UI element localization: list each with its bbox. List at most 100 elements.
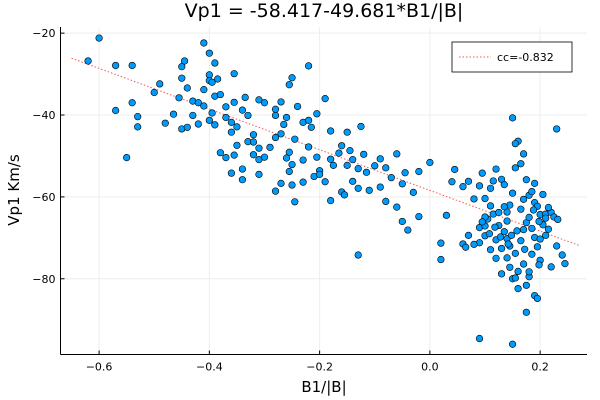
data-point	[340, 191, 349, 199]
data-point	[211, 121, 219, 129]
x-tick-label: −0.2	[306, 361, 333, 374]
data-point	[517, 160, 525, 168]
data-point	[376, 155, 384, 163]
data-point	[277, 130, 285, 138]
data-point	[426, 158, 434, 167]
data-point	[393, 150, 401, 158]
legend-label-fit-line: cc=-0.832	[497, 51, 554, 64]
data-point	[393, 203, 401, 211]
data-point	[277, 98, 285, 106]
data-point	[478, 218, 486, 226]
data-point	[354, 184, 362, 192]
x-tick-label: 0.0	[421, 361, 439, 374]
data-point	[362, 168, 371, 176]
data-point	[161, 119, 169, 127]
data-point	[271, 133, 280, 142]
data-point	[205, 116, 213, 124]
data-point	[528, 250, 536, 258]
data-point	[382, 164, 390, 172]
data-point	[508, 340, 517, 348]
data-point	[343, 128, 351, 136]
data-point	[528, 187, 536, 196]
data-point	[470, 240, 478, 248]
data-point	[478, 169, 486, 177]
data-point	[200, 39, 208, 47]
data-point	[401, 169, 409, 177]
data-point	[547, 263, 555, 271]
data-point	[519, 226, 528, 234]
data-point	[539, 190, 547, 199]
data-point	[238, 165, 247, 173]
data-point	[497, 270, 506, 278]
data-point	[271, 111, 280, 120]
data-point	[230, 98, 238, 106]
data-point	[244, 111, 252, 120]
data-point	[489, 177, 497, 185]
data-point	[175, 94, 183, 102]
data-point	[255, 96, 263, 104]
data-point	[508, 189, 517, 197]
data-point	[437, 239, 445, 247]
x-tick-label: 0.2	[531, 361, 549, 374]
data-point	[249, 131, 258, 139]
data-point	[535, 261, 543, 269]
data-point	[503, 254, 511, 262]
data-point	[481, 194, 489, 203]
data-point	[398, 217, 406, 226]
x-tick-label: −0.4	[196, 361, 223, 374]
data-point	[519, 150, 528, 158]
data-point	[464, 231, 473, 239]
fit-line-group	[71, 57, 579, 246]
data-point	[227, 169, 236, 177]
data-point	[497, 244, 506, 253]
data-point	[211, 59, 219, 67]
data-point	[293, 102, 302, 111]
data-point	[500, 228, 508, 236]
data-point	[504, 240, 512, 248]
data-point	[507, 231, 516, 239]
y-tick-label: −20	[32, 27, 55, 40]
data-point	[492, 254, 500, 262]
y-tick-label: −40	[32, 109, 55, 122]
data-point	[208, 109, 216, 117]
data-point	[208, 78, 216, 86]
legend: cc=-0.832	[451, 41, 573, 73]
data-point	[178, 74, 186, 82]
data-point	[304, 116, 313, 124]
data-point	[514, 284, 522, 293]
data-point	[486, 246, 495, 254]
data-point	[525, 268, 533, 276]
data-point	[134, 113, 142, 121]
data-point	[299, 156, 307, 164]
data-point	[522, 281, 530, 289]
data-point	[227, 128, 236, 136]
data-point	[200, 102, 208, 110]
data-point	[249, 151, 258, 159]
data-point	[238, 106, 247, 114]
data-point	[371, 162, 379, 170]
data-point	[544, 225, 553, 233]
y-axis-title: Vp1 Km/s	[5, 154, 23, 226]
data-point	[496, 233, 505, 241]
data-point	[335, 149, 343, 157]
data-point	[354, 165, 362, 173]
data-point	[495, 208, 503, 217]
data-point	[503, 217, 511, 225]
data-point	[282, 154, 291, 162]
data-point	[535, 217, 543, 226]
data-point	[536, 235, 544, 243]
data-point	[486, 202, 495, 210]
data-point	[249, 138, 258, 146]
data-point	[233, 123, 241, 131]
data-point	[544, 203, 553, 212]
data-point	[288, 181, 296, 189]
data-point	[194, 99, 202, 107]
data-point	[134, 123, 142, 131]
data-point	[409, 188, 417, 196]
data-point	[349, 177, 357, 185]
data-point	[343, 161, 351, 169]
data-point	[271, 105, 280, 113]
data-point	[398, 180, 406, 188]
x-axis-ticks: −0.6 −0.4 −0.2 0.0 0.2	[86, 350, 549, 374]
data-point	[442, 211, 451, 219]
